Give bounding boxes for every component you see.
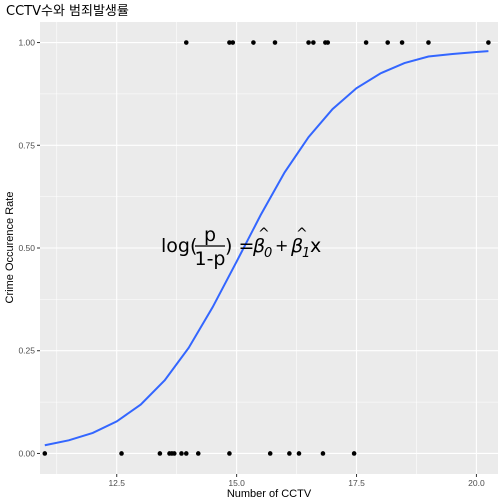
data-point [183, 40, 189, 45]
data-point [171, 451, 177, 456]
formula-variable: x [310, 235, 321, 257]
data-point [363, 40, 369, 45]
y-axis-label: Crime Occurence Rate [4, 192, 16, 304]
data-point [251, 40, 256, 45]
data-point [351, 451, 357, 456]
y-axis: 0.00 0.25 0.50 0.75 1.00 [18, 38, 40, 458]
formula-denominator: 1-p [194, 248, 225, 270]
data-point [183, 451, 189, 456]
data-point [179, 451, 184, 456]
x-tick-label: 17.5 [348, 478, 365, 488]
data-point [267, 451, 273, 456]
formula-beta-1-subscript: 1 [302, 246, 310, 261]
data-point [306, 40, 311, 45]
logistic-fit-curve [44, 50, 489, 447]
data-point [230, 40, 236, 45]
formula-plus: + [275, 236, 288, 255]
data-point [426, 40, 431, 45]
x-axis: 12.5 15.0 17.5 20.0 [108, 474, 485, 488]
x-axis-label: Number of CCTV [227, 488, 312, 500]
formula-close: ) = [225, 235, 254, 257]
data-point [296, 451, 302, 456]
formula-hat-0: ^ [258, 226, 270, 242]
data-point [227, 40, 232, 45]
x-tick-label: 12.5 [108, 478, 125, 488]
data-point [320, 451, 326, 456]
x-tick-label: 20.0 [468, 478, 485, 488]
x-tick-label: 15.0 [228, 478, 245, 488]
y-tick-label: 0.75 [18, 140, 35, 150]
formula-beta-0-subscript: 0 [264, 246, 272, 261]
chart-title: CCTV수와 범죄발생률 [6, 4, 129, 19]
data-point [195, 451, 201, 456]
data-point [227, 451, 232, 456]
major-grid [40, 22, 498, 474]
formula-beta-1: β [290, 235, 303, 257]
data-point [287, 451, 292, 456]
formula-log: log( [161, 235, 197, 257]
data-point [311, 40, 316, 45]
data-point [272, 40, 278, 45]
formula-beta-0: β [252, 235, 265, 257]
data-points [42, 40, 491, 456]
data-point [157, 451, 163, 456]
data-point [119, 451, 124, 456]
y-tick-label: 0.50 [18, 243, 35, 253]
data-point [385, 40, 390, 45]
data-point [325, 40, 331, 45]
data-point [399, 40, 405, 45]
regression-formula: log( p 1-p ) = ^ β 0 + ^ β 1 x [161, 224, 321, 270]
y-tick-label: 0.00 [18, 448, 35, 458]
y-tick-label: 0.25 [18, 346, 35, 356]
data-point [486, 40, 491, 45]
formula-hat-1: ^ [296, 226, 308, 242]
y-tick-label: 1.00 [18, 38, 35, 48]
data-point [42, 451, 48, 456]
formula-numerator: p [204, 224, 216, 246]
